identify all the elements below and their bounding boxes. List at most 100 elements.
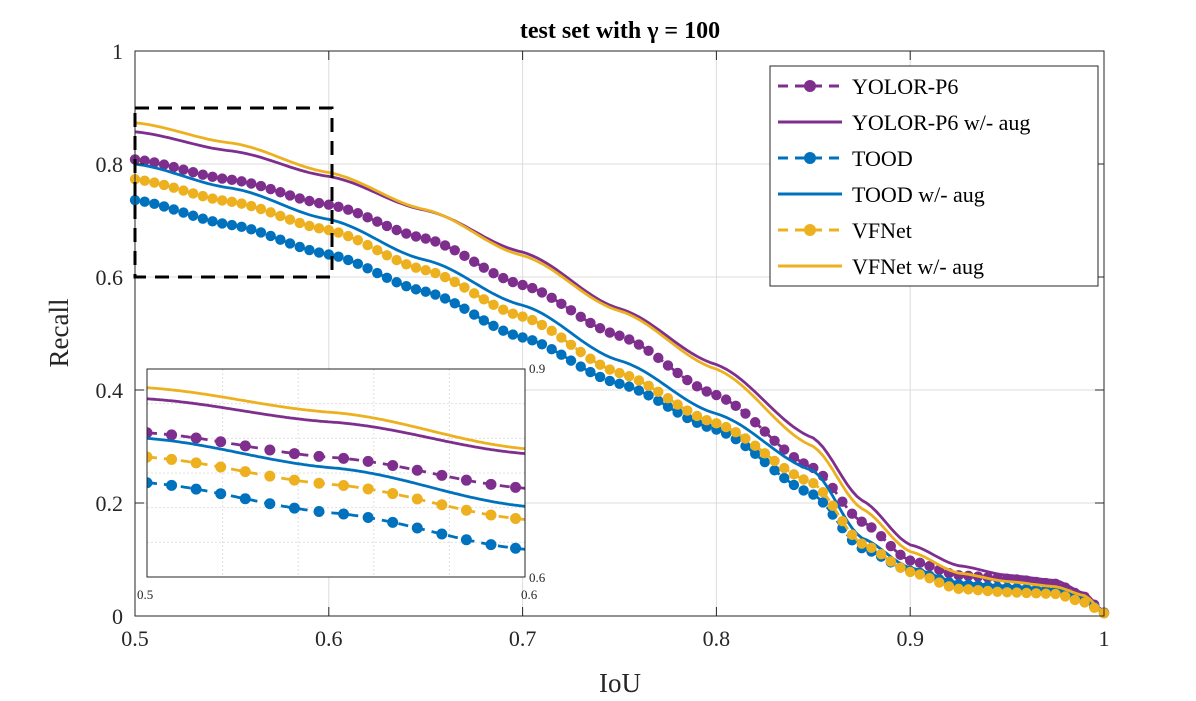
series-marker xyxy=(982,585,993,597)
inset-series-marker xyxy=(460,474,472,486)
series-marker xyxy=(284,238,296,249)
inset-series-marker xyxy=(166,479,178,491)
inset-series-line xyxy=(147,397,525,455)
series-marker xyxy=(217,173,228,184)
series-marker xyxy=(720,421,732,433)
series-marker xyxy=(498,272,509,284)
series-marker xyxy=(362,263,373,274)
x-tick-label: 0.7 xyxy=(509,626,537,651)
series-marker xyxy=(643,390,654,401)
inset-series-marker xyxy=(239,466,251,478)
inset-series-marker xyxy=(264,470,276,482)
series-marker xyxy=(817,486,829,498)
series-marker xyxy=(342,230,354,242)
series-marker xyxy=(226,196,238,208)
series-marker xyxy=(488,299,499,311)
series-marker xyxy=(546,325,557,337)
series-marker xyxy=(623,334,635,345)
series-marker xyxy=(333,227,344,238)
series-marker xyxy=(439,271,451,283)
series-marker xyxy=(866,542,877,554)
series-marker xyxy=(178,207,189,218)
series-marker xyxy=(362,212,373,223)
series-line xyxy=(134,121,1105,614)
series-marker xyxy=(662,392,674,404)
series-marker xyxy=(885,540,897,552)
series-marker xyxy=(236,176,247,187)
y-tick-label: 0.4 xyxy=(96,378,124,403)
series-marker xyxy=(323,224,334,236)
series-marker xyxy=(449,245,460,256)
series-marker xyxy=(914,557,926,569)
inset-series-line xyxy=(147,386,525,451)
series-marker xyxy=(575,346,586,358)
series-marker xyxy=(158,201,170,212)
series-marker xyxy=(430,289,441,300)
inset-series-marker xyxy=(436,469,448,481)
series-marker xyxy=(875,530,887,542)
series-marker xyxy=(730,426,741,438)
x-tick-label: 0.8 xyxy=(703,626,731,651)
series-marker xyxy=(653,386,664,397)
series-marker xyxy=(459,250,470,262)
series-marker xyxy=(449,276,460,288)
series-marker xyxy=(905,566,916,578)
series-marker xyxy=(459,282,470,293)
series-marker xyxy=(207,193,218,204)
series-marker xyxy=(459,303,470,314)
inset-series-marker xyxy=(190,432,202,444)
y-axis-label: Recall xyxy=(44,299,74,368)
series-marker xyxy=(691,410,703,422)
series-marker xyxy=(856,538,867,549)
inset-series-marker xyxy=(362,512,374,524)
series-marker xyxy=(924,573,935,584)
series-marker xyxy=(1040,588,1052,599)
series-marker xyxy=(255,180,267,192)
series-marker xyxy=(585,317,596,329)
inset-series-marker xyxy=(166,429,178,441)
series-marker xyxy=(313,223,325,234)
series-marker xyxy=(817,497,829,508)
inset-series-marker xyxy=(288,448,300,460)
series-marker xyxy=(168,204,179,215)
inset-series-marker xyxy=(239,440,251,452)
series-marker xyxy=(430,267,441,279)
series-marker xyxy=(187,188,199,199)
series-marker xyxy=(672,407,683,418)
series-marker xyxy=(1079,597,1090,608)
series-marker xyxy=(372,216,383,227)
legend-box xyxy=(769,65,1099,287)
series-marker xyxy=(943,581,955,592)
series-marker xyxy=(226,174,238,186)
inset-series-marker xyxy=(338,508,350,520)
series-marker xyxy=(711,389,722,401)
legend: YOLOR-P6 YOLOR-P6 w/- aug TOOD TOOD w/- aug… xyxy=(769,65,1099,287)
series-marker xyxy=(730,400,741,412)
series-marker xyxy=(507,276,519,288)
series-marker xyxy=(449,298,460,309)
legend-marker xyxy=(804,224,816,236)
series-marker xyxy=(885,556,897,567)
series-marker xyxy=(391,277,402,288)
series-marker xyxy=(740,440,751,452)
series-marker xyxy=(420,286,431,297)
series-marker xyxy=(749,417,761,428)
series-marker xyxy=(246,224,257,235)
series-marker xyxy=(275,210,286,222)
legend-marker xyxy=(804,152,816,164)
inset-series-line xyxy=(147,436,525,508)
series-marker xyxy=(546,292,557,303)
series-marker xyxy=(236,198,247,209)
series-marker xyxy=(614,367,625,379)
series-marker xyxy=(662,401,674,412)
series-marker xyxy=(478,294,490,305)
series-marker xyxy=(401,228,412,239)
series-marker xyxy=(207,216,218,227)
series-marker xyxy=(265,230,276,242)
tick-labels: 0.5 0.6 0.7 0.8 0.9 1 0 0.2 0.4 0.6 0.8 1 xyxy=(96,39,1110,651)
series-marker xyxy=(139,175,150,186)
series-marker xyxy=(207,171,218,183)
series-marker xyxy=(294,241,305,253)
series-marker xyxy=(275,187,286,198)
series-marker xyxy=(372,267,383,279)
